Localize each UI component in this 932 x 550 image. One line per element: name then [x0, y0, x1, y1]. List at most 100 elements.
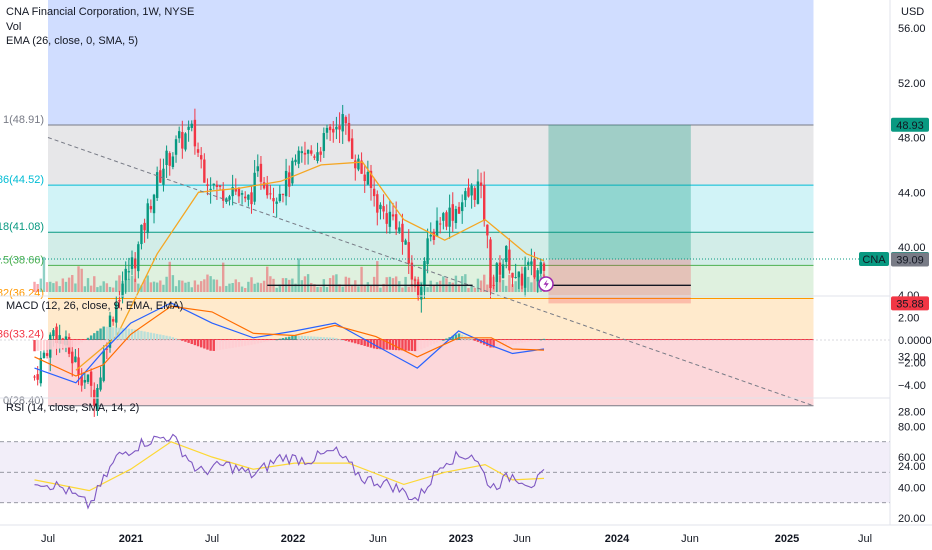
candle-body[interactable]: [369, 170, 373, 189]
candle-body[interactable]: [77, 357, 80, 376]
candle-body[interactable]: [372, 188, 376, 197]
fibonacci-retracement[interactable]: 1(48.91) 0.786(44.52) 0.618(41.08) 0.5(38.6…: [0, 114, 814, 407]
candle-body[interactable]: [124, 268, 127, 281]
candle-body[interactable]: [391, 214, 395, 217]
candle-body[interactable]: [203, 159, 206, 183]
candle-body[interactable]: [297, 150, 300, 164]
candle-body[interactable]: [149, 206, 153, 210]
candle-body[interactable]: [498, 262, 502, 275]
candle-body[interactable]: [36, 374, 39, 380]
candle-body[interactable]: [360, 160, 363, 174]
candle-body[interactable]: [181, 132, 184, 149]
candle-body[interactable]: [322, 133, 326, 152]
candle-body[interactable]: [413, 279, 417, 281]
candle-body[interactable]: [152, 194, 156, 214]
price-axis[interactable]: 56.0052.0048.0044.0040.0036.0032.0028.00…: [898, 23, 926, 473]
trend-drawings[interactable]: [0, 137, 890, 407]
candle-body[interactable]: [486, 224, 489, 236]
position-stop-zone[interactable]: [548, 259, 691, 304]
candle-body[interactable]: [240, 193, 244, 195]
candle-body[interactable]: [539, 262, 543, 274]
candle-body[interactable]: [74, 356, 77, 363]
candle-body[interactable]: [184, 133, 187, 150]
candle-body[interactable]: [121, 283, 124, 298]
candle-body[interactable]: [199, 155, 203, 160]
candle-body[interactable]: [454, 208, 458, 224]
candle-body[interactable]: [354, 160, 357, 169]
currency-label[interactable]: USD: [901, 6, 924, 18]
candle-body[interactable]: [300, 151, 304, 154]
candle-body[interactable]: [288, 172, 291, 187]
candle-body[interactable]: [45, 353, 49, 356]
candle-body[interactable]: [325, 127, 329, 133]
candle-body[interactable]: [174, 139, 178, 155]
candle-body[interactable]: [366, 171, 370, 185]
candle-body[interactable]: [130, 257, 134, 269]
candle-body[interactable]: [118, 299, 121, 302]
candle-body[interactable]: [115, 303, 118, 323]
candle-body[interactable]: [514, 277, 517, 279]
candle-body[interactable]: [250, 192, 253, 205]
candle-body[interactable]: [495, 263, 498, 282]
candle-body[interactable]: [435, 220, 439, 237]
candle-body[interactable]: [404, 240, 407, 245]
candle-body[interactable]: [341, 114, 344, 132]
candle-body[interactable]: [159, 170, 162, 183]
candle-body[interactable]: [382, 206, 385, 212]
candle-body[interactable]: [527, 262, 530, 265]
candle-body[interactable]: [196, 149, 200, 153]
candle-body[interactable]: [105, 348, 109, 350]
candle-body[interactable]: [162, 168, 165, 185]
candle-body[interactable]: [143, 222, 146, 231]
candle-body[interactable]: [473, 188, 476, 200]
rsi-axis[interactable]: 80.00 60.00 40.00 20.00: [898, 422, 926, 526]
candle-body[interactable]: [193, 119, 197, 147]
candle-body[interactable]: [470, 185, 473, 196]
candle-body[interactable]: [259, 163, 263, 182]
candle-body[interactable]: [316, 152, 319, 161]
candle-body[interactable]: [215, 184, 219, 187]
candle-body[interactable]: [291, 160, 294, 184]
candle-body[interactable]: [479, 182, 483, 186]
candle-body[interactable]: [275, 201, 278, 204]
candle-body[interactable]: [231, 187, 234, 197]
candle-body[interactable]: [313, 156, 316, 158]
candle-body[interactable]: [281, 193, 285, 195]
candle-body[interactable]: [99, 377, 102, 390]
candle-body[interactable]: [476, 181, 480, 204]
candle-body[interactable]: [52, 330, 55, 337]
candle-body[interactable]: [429, 234, 432, 237]
candle-body[interactable]: [86, 374, 90, 382]
candle-body[interactable]: [272, 198, 275, 202]
candle-body[interactable]: [423, 260, 426, 286]
candle-body[interactable]: [133, 258, 137, 269]
candle-body[interactable]: [542, 263, 546, 271]
candle-body[interactable]: [426, 238, 429, 265]
candle-body[interactable]: [328, 126, 332, 131]
candle-body[interactable]: [536, 270, 539, 282]
candle-body[interactable]: [306, 149, 310, 154]
candle-body[interactable]: [266, 184, 269, 196]
time-axis[interactable]: Jul 2021 Jul 2022 Jun 2023 Jun 2024 Jun 2025 Jul: [41, 533, 872, 545]
candle-body[interactable]: [137, 244, 140, 272]
lightning-icon[interactable]: [538, 276, 554, 292]
candle-body[interactable]: [464, 191, 467, 201]
candle-body[interactable]: [376, 194, 379, 213]
rsi-legend[interactable]: RSI (14, close, SMA, 14, 2): [6, 402, 139, 414]
candle-body[interactable]: [398, 227, 401, 232]
candle-body[interactable]: [338, 125, 341, 130]
candle-body[interactable]: [58, 335, 61, 344]
candle-body[interactable]: [247, 194, 250, 200]
candle-body[interactable]: [523, 267, 527, 288]
candle-body[interactable]: [155, 172, 159, 198]
candle-body[interactable]: [350, 138, 354, 159]
candle-body[interactable]: [127, 271, 131, 273]
candle-body[interactable]: [511, 272, 514, 278]
candle-body[interactable]: [165, 150, 168, 166]
candle-body[interactable]: [357, 158, 360, 170]
candle-body[interactable]: [319, 151, 322, 155]
candle-body[interactable]: [489, 239, 492, 289]
candle-body[interactable]: [379, 204, 382, 210]
candle-body[interactable]: [278, 193, 282, 202]
candle-body[interactable]: [33, 376, 36, 378]
